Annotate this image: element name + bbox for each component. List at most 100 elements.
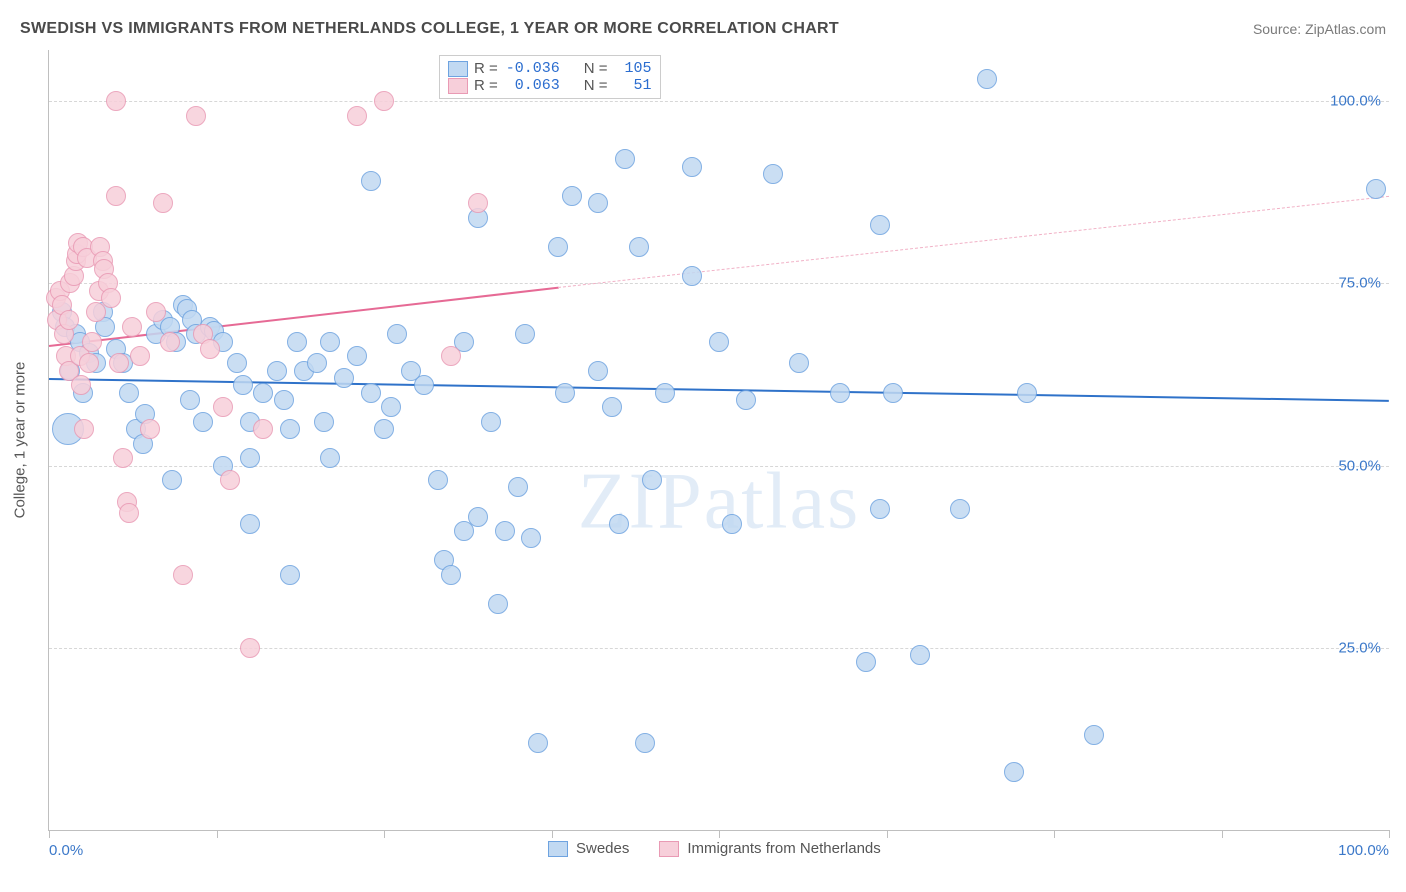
data-point (763, 164, 783, 184)
data-point (153, 193, 173, 213)
data-point (193, 412, 213, 432)
data-point (347, 346, 367, 366)
data-point (488, 594, 508, 614)
legend-n-value: 51 (614, 77, 652, 94)
x-tick-label: 0.0% (49, 842, 83, 859)
x-tick (719, 830, 720, 838)
data-point (1084, 725, 1104, 745)
data-point (334, 368, 354, 388)
data-point (508, 477, 528, 497)
data-point (280, 565, 300, 585)
data-point (709, 332, 729, 352)
data-point (220, 470, 240, 490)
watermark: ZIPatlas (578, 457, 861, 548)
data-point (361, 383, 381, 403)
data-point (555, 383, 575, 403)
legend-item: Swedes (548, 840, 629, 857)
data-point (240, 638, 260, 658)
data-point (122, 317, 142, 337)
data-point (789, 353, 809, 373)
x-tick (1222, 830, 1223, 838)
data-point (140, 419, 160, 439)
legend-n-label: N = (584, 60, 608, 77)
data-point (267, 361, 287, 381)
y-tick-label: 50.0% (1338, 457, 1381, 474)
data-point (71, 375, 91, 395)
data-point (682, 266, 702, 286)
data-point (307, 353, 327, 373)
data-point (274, 390, 294, 410)
data-point (381, 397, 401, 417)
data-point (856, 652, 876, 672)
legend-r-value: -0.036 (504, 60, 560, 77)
data-point (602, 397, 622, 417)
data-point (173, 565, 193, 585)
data-point (950, 499, 970, 519)
data-point (160, 332, 180, 352)
legend-label: Immigrants from Netherlands (687, 840, 880, 857)
data-point (59, 310, 79, 330)
chart-header: SWEDISH VS IMMIGRANTS FROM NETHERLANDS C… (20, 20, 1386, 38)
plot-area: ZIPatlas R =-0.036N =105R =0.063N =51 25… (48, 50, 1389, 831)
data-point (977, 69, 997, 89)
y-tick-label: 75.0% (1338, 275, 1381, 292)
data-point (615, 149, 635, 169)
data-point (162, 470, 182, 490)
legend-item: Immigrants from Netherlands (659, 840, 880, 857)
data-point (180, 390, 200, 410)
x-tick (217, 830, 218, 838)
y-tick-label: 25.0% (1338, 639, 1381, 656)
data-point (109, 353, 129, 373)
data-point (562, 186, 582, 206)
data-point (74, 419, 94, 439)
legend-row: R =-0.036N =105 (448, 60, 652, 77)
y-tick-label: 100.0% (1330, 93, 1381, 110)
legend-swatch (448, 61, 468, 77)
chart-title: SWEDISH VS IMMIGRANTS FROM NETHERLANDS C… (20, 20, 839, 38)
data-point (106, 186, 126, 206)
data-point (119, 503, 139, 523)
data-point (113, 448, 133, 468)
data-point (521, 528, 541, 548)
data-point (314, 412, 334, 432)
data-point (830, 383, 850, 403)
data-point (609, 514, 629, 534)
data-point (86, 302, 106, 322)
legend-r-label: R = (474, 60, 498, 77)
data-point (79, 353, 99, 373)
data-point (240, 448, 260, 468)
data-point (1004, 762, 1024, 782)
data-point (1017, 383, 1037, 403)
data-point (253, 419, 273, 439)
data-point (682, 157, 702, 177)
data-point (233, 375, 253, 395)
legend-swatch (448, 78, 468, 94)
data-point (495, 521, 515, 541)
legend-r-value: 0.063 (504, 77, 560, 94)
gridline (49, 101, 1389, 102)
data-point (320, 448, 340, 468)
x-tick-label: 100.0% (1338, 842, 1389, 859)
data-point (655, 383, 675, 403)
data-point (515, 324, 535, 344)
data-point (883, 383, 903, 403)
source-name: ZipAtlas.com (1305, 21, 1386, 37)
x-tick (887, 830, 888, 838)
data-point (468, 507, 488, 527)
data-point (736, 390, 756, 410)
data-point (588, 193, 608, 213)
x-tick (552, 830, 553, 838)
data-point (588, 361, 608, 381)
data-point (106, 91, 126, 111)
gridline (49, 283, 1389, 284)
data-point (441, 565, 461, 585)
data-point (1366, 179, 1386, 199)
data-point (441, 346, 461, 366)
data-point (910, 645, 930, 665)
data-point (347, 106, 367, 126)
data-point (82, 332, 102, 352)
x-tick (384, 830, 385, 838)
data-point (468, 193, 488, 213)
data-point (186, 106, 206, 126)
data-point (387, 324, 407, 344)
